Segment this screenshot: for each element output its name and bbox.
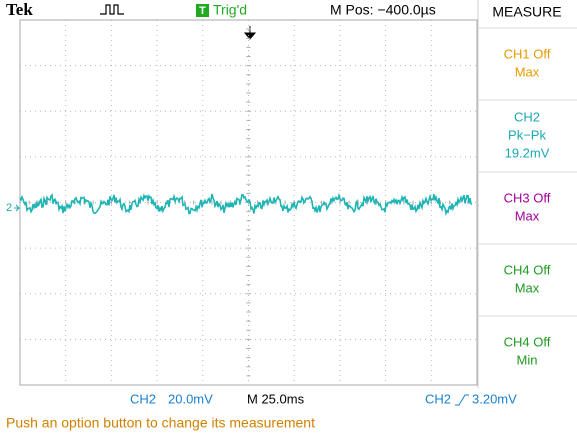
side-menu: CH1 Off Max CH2 Pk−Pk 19.2mV CH3 Off Max CH4 Of… xyxy=(477,0,577,388)
menu-item-text: CH4 Off xyxy=(504,262,551,277)
menu-item-text: Max xyxy=(515,280,540,295)
trigger-status: Trig'd xyxy=(213,2,247,18)
graticule-border xyxy=(19,19,478,386)
footer-trigger-source: CH2 xyxy=(425,391,451,406)
brand: Tek xyxy=(6,0,33,19)
channel-marker: 2 xyxy=(6,202,12,214)
message: Push an option button to change its meas… xyxy=(6,415,315,431)
menu-item-text: Max xyxy=(515,64,540,79)
trigger-position-arrow xyxy=(243,26,257,40)
menu-item-text: CH1 Off xyxy=(504,46,551,61)
menu-item-text: CH3 Off xyxy=(504,190,551,205)
menu-item-text: CH4 Off xyxy=(504,334,551,349)
menu-item-text: Pk−Pk xyxy=(508,127,546,142)
menu-item-text: CH2 xyxy=(514,109,540,124)
footer-scale: 20.0mV xyxy=(168,391,213,406)
menu-title: MEASURE xyxy=(492,4,561,20)
channel-marker-arrow xyxy=(14,204,20,212)
menu-item-text: Min xyxy=(517,352,538,367)
graticule xyxy=(19,19,478,386)
slope-icon xyxy=(455,394,469,406)
trigger-badge: T xyxy=(199,5,206,17)
position: M Pos: −400.0µs xyxy=(330,2,436,18)
footer-channel: CH2 xyxy=(130,391,156,406)
menu-item-text: 19.2mV xyxy=(505,145,550,160)
footer-trigger-level: 3.20mV xyxy=(472,391,517,406)
acq-icon xyxy=(100,4,124,15)
footer-timebase: M 25.0ms xyxy=(247,391,305,406)
trigger-badge-box xyxy=(196,4,209,17)
menu-item-text: Max xyxy=(515,208,540,223)
waveform xyxy=(19,192,473,217)
